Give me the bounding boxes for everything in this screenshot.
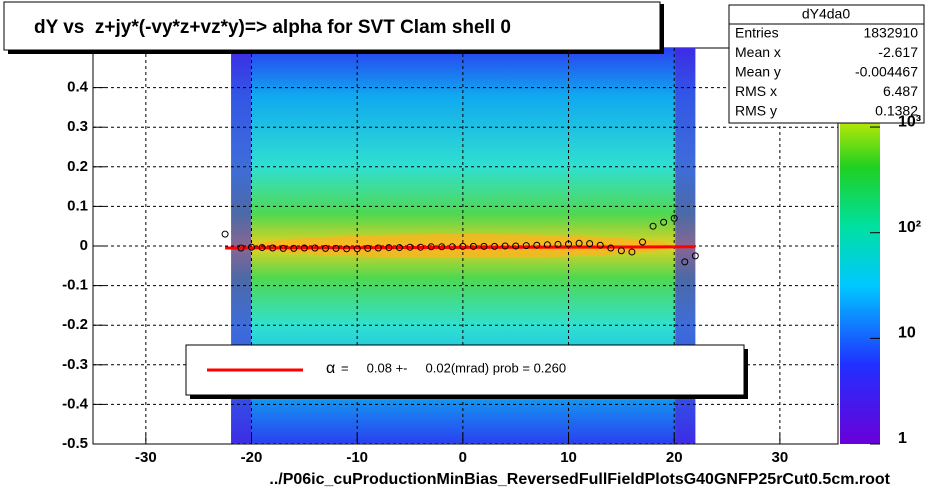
profile-point: [374, 244, 382, 252]
profile-point: [522, 242, 530, 250]
profile-point: [300, 244, 308, 252]
profile-point: [311, 244, 319, 252]
stats-value: -2.617: [878, 44, 918, 60]
y-tick-label: -0.2: [62, 316, 88, 333]
profile-point: [332, 244, 340, 252]
profile-point: [395, 244, 403, 252]
stats-value: 1832910: [863, 25, 918, 41]
z-tick-label: 10³: [898, 113, 921, 130]
legend-text: = 0.08 +- 0.02(mrad) prob = 0.260: [341, 360, 566, 375]
stats-value: 6.487: [883, 83, 918, 99]
stats-label: RMS y: [735, 103, 777, 119]
x-tick-label: -10: [346, 449, 368, 466]
stats-label: Mean x: [735, 44, 781, 60]
profile-point: [543, 241, 551, 249]
y-tick-label: 0: [80, 237, 88, 254]
profile-point: [469, 242, 477, 250]
stats-label: Entries: [735, 25, 779, 41]
profile-point: [639, 238, 647, 246]
profile-point: [438, 243, 446, 251]
y-tick-label: 0.4: [67, 79, 89, 96]
stats-label: Mean y: [735, 64, 781, 80]
profile-point: [596, 241, 604, 249]
profile-point: [417, 243, 425, 251]
y-tick-label: -0.4: [62, 395, 89, 412]
x-tick-label: 0: [459, 449, 467, 466]
profile-point: [448, 243, 456, 251]
profile-point: [406, 243, 414, 251]
profile-point: [565, 240, 573, 248]
x-tick-label: 10: [560, 449, 577, 466]
x-tick-label: 20: [666, 449, 683, 466]
profile-point: [353, 245, 361, 253]
profile-point: [480, 242, 488, 250]
profile-point: [343, 245, 351, 253]
profile-point: [364, 244, 372, 252]
profile-point: [586, 240, 594, 248]
stats-label: RMS x: [735, 83, 777, 99]
profile-point: [248, 243, 256, 251]
stats-value: -0.004467: [855, 64, 918, 80]
profile-point: [512, 242, 520, 250]
x-axis-title: ../P06ic_cuProductionMinBias_ReversedFul…: [269, 471, 890, 488]
y-tick-label: 0.3: [67, 118, 88, 135]
y-tick-label: -0.5: [62, 435, 88, 452]
profile-point: [691, 252, 699, 260]
title-box: [3, 1, 661, 51]
profile-point: [258, 244, 266, 252]
y-tick-label: 0.2: [67, 158, 88, 175]
profile-point: [649, 222, 657, 230]
profile-point: [290, 244, 298, 252]
profile-point: [575, 239, 583, 247]
profile-point: [628, 248, 636, 256]
profile-point: [501, 242, 509, 250]
chart-title: dY vs z+jy*(-vy*z+vz*y)=> alpha for SVT …: [34, 17, 511, 38]
profile-point: [533, 241, 541, 249]
y-tick-label: -0.1: [62, 277, 88, 294]
profile-point: [660, 218, 668, 226]
profile-point: [491, 242, 499, 250]
z-tick-label: 10²: [898, 219, 921, 236]
profile-point: [221, 230, 229, 238]
profile-point: [385, 244, 393, 252]
profile-point: [459, 242, 467, 250]
profile-point: [607, 244, 615, 252]
z-tick-label: 10: [898, 325, 916, 342]
y-tick-label: 0.1: [67, 197, 88, 214]
profile-point: [321, 244, 329, 252]
stats-box: [728, 4, 925, 124]
z-tick-label: 1: [898, 430, 907, 447]
profile-point: [670, 214, 678, 222]
x-tick-label: -20: [241, 449, 263, 466]
x-tick-label: 30: [772, 449, 789, 466]
stats-value: 0.1382: [875, 103, 918, 119]
profile-point: [427, 243, 435, 251]
legend-symbol: α: [326, 360, 335, 377]
x-tick-label: -30: [135, 449, 157, 466]
profile-point: [681, 258, 689, 266]
y-tick-label: -0.3: [62, 356, 88, 373]
profile-point: [617, 247, 625, 255]
stats-title: dY4da0: [802, 6, 850, 22]
profile-point: [237, 244, 245, 252]
profile-point: [279, 244, 287, 252]
profile-point: [269, 244, 277, 252]
profile-point: [554, 240, 562, 248]
